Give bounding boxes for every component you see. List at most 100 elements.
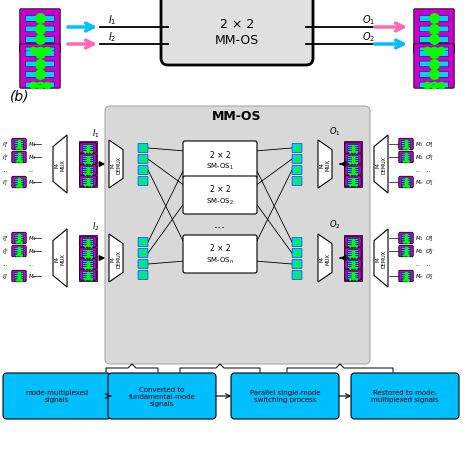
Text: Converted to
fundamental-mode
signals: Converted to fundamental-mode signals <box>128 386 195 406</box>
FancyBboxPatch shape <box>14 242 24 244</box>
Text: SM-OS$_n$: SM-OS$_n$ <box>206 255 234 266</box>
FancyBboxPatch shape <box>231 373 339 419</box>
FancyBboxPatch shape <box>82 167 93 169</box>
FancyBboxPatch shape <box>82 182 93 184</box>
FancyBboxPatch shape <box>347 254 358 256</box>
FancyBboxPatch shape <box>80 270 96 281</box>
FancyBboxPatch shape <box>345 166 361 176</box>
FancyBboxPatch shape <box>183 235 257 273</box>
FancyBboxPatch shape <box>12 246 26 257</box>
Text: ...: ... <box>432 81 436 86</box>
FancyBboxPatch shape <box>82 146 93 147</box>
Text: Parallel single-mode
switching process: Parallel single-mode switching process <box>250 390 320 403</box>
FancyBboxPatch shape <box>183 142 257 179</box>
Text: ...: ... <box>38 46 42 51</box>
FancyBboxPatch shape <box>26 37 55 43</box>
FancyBboxPatch shape <box>345 270 361 281</box>
Text: $M_n$: $M_n$ <box>415 272 424 281</box>
FancyBboxPatch shape <box>82 252 93 254</box>
FancyBboxPatch shape <box>401 273 411 275</box>
Text: ...: ... <box>351 161 355 166</box>
FancyBboxPatch shape <box>399 233 413 244</box>
FancyBboxPatch shape <box>292 155 302 164</box>
FancyBboxPatch shape <box>14 184 24 185</box>
Text: ...: ... <box>351 265 355 270</box>
Text: ...: ... <box>38 81 42 86</box>
Text: ...: ... <box>404 239 408 244</box>
FancyBboxPatch shape <box>14 156 24 158</box>
FancyBboxPatch shape <box>347 158 358 160</box>
Text: M-
MUX: M- MUX <box>319 253 330 264</box>
FancyBboxPatch shape <box>80 248 96 258</box>
Text: $I_2^a$: $I_2^a$ <box>2 234 8 243</box>
Text: $M_1$: $M_1$ <box>415 140 424 149</box>
FancyBboxPatch shape <box>14 143 24 145</box>
FancyBboxPatch shape <box>14 159 24 160</box>
FancyBboxPatch shape <box>419 73 448 78</box>
Text: $O_1$: $O_1$ <box>329 125 341 137</box>
FancyBboxPatch shape <box>292 238 302 247</box>
FancyBboxPatch shape <box>401 148 411 150</box>
Polygon shape <box>374 136 388 193</box>
FancyBboxPatch shape <box>80 154 96 165</box>
Text: ...: ... <box>86 276 90 281</box>
FancyBboxPatch shape <box>292 166 302 175</box>
Text: $O_2^n$: $O_2^n$ <box>425 272 434 281</box>
Bar <box>79 142 97 188</box>
FancyBboxPatch shape <box>14 161 24 162</box>
FancyBboxPatch shape <box>82 243 93 245</box>
FancyBboxPatch shape <box>14 148 24 150</box>
Text: $M_1$: $M_1$ <box>28 234 36 243</box>
FancyBboxPatch shape <box>347 146 358 147</box>
FancyBboxPatch shape <box>419 83 448 88</box>
FancyBboxPatch shape <box>347 152 358 153</box>
Polygon shape <box>318 141 332 189</box>
FancyBboxPatch shape <box>419 37 448 43</box>
Text: $M_2$: $M_2$ <box>415 247 424 256</box>
FancyBboxPatch shape <box>82 152 93 153</box>
FancyBboxPatch shape <box>347 245 358 247</box>
FancyBboxPatch shape <box>347 184 358 186</box>
Text: ...: ... <box>86 265 90 270</box>
Text: Group 1: Group 1 <box>22 9 58 18</box>
FancyBboxPatch shape <box>401 280 411 281</box>
FancyBboxPatch shape <box>26 27 55 32</box>
Text: ...: ... <box>404 159 408 164</box>
Text: $O_2$: $O_2$ <box>329 219 341 231</box>
Text: ...: ... <box>17 146 21 151</box>
Text: ...: ... <box>351 276 355 281</box>
FancyBboxPatch shape <box>82 147 93 149</box>
FancyBboxPatch shape <box>401 184 411 185</box>
FancyBboxPatch shape <box>401 179 411 181</box>
FancyBboxPatch shape <box>345 154 361 165</box>
Text: $I_2^b$: $I_2^b$ <box>2 246 8 257</box>
Text: $M_n$: $M_n$ <box>415 178 424 187</box>
Text: ...: ... <box>214 217 226 230</box>
FancyBboxPatch shape <box>419 27 448 32</box>
Polygon shape <box>53 136 67 193</box>
Text: 2 × 2: 2 × 2 <box>210 244 230 253</box>
Text: ...: ... <box>17 253 21 258</box>
FancyBboxPatch shape <box>82 241 93 243</box>
FancyBboxPatch shape <box>138 155 148 164</box>
FancyBboxPatch shape <box>401 277 411 279</box>
FancyBboxPatch shape <box>82 263 93 265</box>
FancyBboxPatch shape <box>14 179 24 181</box>
Text: $O_1^a$: $O_1^a$ <box>425 140 434 150</box>
FancyBboxPatch shape <box>401 161 411 162</box>
FancyBboxPatch shape <box>82 171 93 173</box>
FancyBboxPatch shape <box>12 177 26 188</box>
FancyBboxPatch shape <box>292 177 302 186</box>
FancyBboxPatch shape <box>14 154 24 156</box>
FancyBboxPatch shape <box>419 51 448 57</box>
FancyBboxPatch shape <box>138 238 148 247</box>
Text: 2 × 2: 2 × 2 <box>210 150 230 159</box>
Polygon shape <box>109 141 123 189</box>
Text: $M_2$: $M_2$ <box>28 153 36 162</box>
FancyBboxPatch shape <box>292 144 302 153</box>
FancyBboxPatch shape <box>82 254 93 256</box>
Text: ...: ... <box>17 239 21 244</box>
Text: 2 × 2: 2 × 2 <box>220 18 254 32</box>
Text: $O_1^b$: $O_1^b$ <box>425 152 434 163</box>
FancyBboxPatch shape <box>401 146 411 147</box>
